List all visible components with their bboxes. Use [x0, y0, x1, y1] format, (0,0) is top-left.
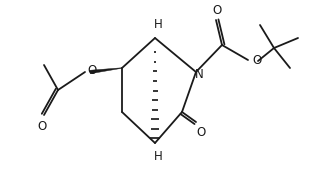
Text: N: N	[195, 67, 204, 80]
Text: H: H	[154, 19, 162, 32]
Text: O: O	[37, 119, 47, 132]
Text: O: O	[212, 4, 222, 17]
Text: H: H	[154, 150, 162, 163]
Text: O: O	[87, 64, 97, 77]
Text: O: O	[196, 127, 206, 140]
Text: O: O	[252, 54, 262, 67]
Polygon shape	[90, 68, 122, 74]
